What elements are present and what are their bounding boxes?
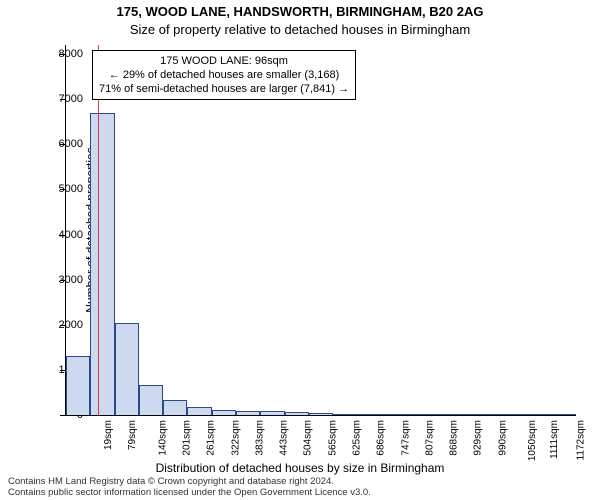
bars-layer — [66, 45, 576, 415]
bar — [552, 414, 576, 415]
x-tick-label: 990sqm — [498, 420, 508, 456]
x-tick-label: 565sqm — [328, 420, 338, 456]
bar — [90, 113, 114, 415]
bar — [406, 414, 430, 415]
x-tick-label: 807sqm — [425, 420, 435, 456]
x-tick-label: 140sqm — [158, 420, 168, 456]
x-axis-label: Distribution of detached houses by size … — [0, 461, 600, 475]
x-tick-label: 747sqm — [401, 420, 411, 456]
bar — [163, 400, 187, 415]
x-tick-label: 383sqm — [255, 420, 265, 456]
bar — [503, 414, 527, 415]
highlight-line — [98, 45, 99, 415]
bar — [333, 414, 357, 415]
title-line1: 175, WOOD LANE, HANDSWORTH, BIRMINGHAM, … — [0, 4, 600, 19]
infobox-line2: ← 29% of detached houses are smaller (3,… — [99, 68, 349, 82]
bar — [115, 323, 139, 416]
x-tick-label: 19sqm — [104, 420, 114, 450]
x-tick-label: 868sqm — [450, 420, 460, 456]
footer-line1: Contains HM Land Registry data © Crown c… — [8, 476, 371, 487]
x-tick-label: 79sqm — [128, 420, 138, 450]
bar — [66, 356, 90, 415]
bar — [187, 407, 211, 415]
infobox-line1: 175 WOOD LANE: 96sqm — [99, 54, 349, 68]
bar — [309, 413, 333, 415]
chart-container: 175, WOOD LANE, HANDSWORTH, BIRMINGHAM, … — [0, 0, 600, 500]
x-tick-label: 443sqm — [280, 420, 290, 456]
bar — [527, 414, 551, 415]
bar — [236, 411, 260, 415]
bar — [479, 414, 503, 415]
footer-line2: Contains public sector information licen… — [8, 487, 371, 498]
bar — [285, 412, 309, 415]
infobox-line3: 71% of semi-detached houses are larger (… — [99, 82, 349, 96]
x-tick-label: 201sqm — [183, 420, 193, 456]
x-tick-label: 1050sqm — [528, 420, 538, 461]
bar — [212, 410, 236, 415]
x-tick-label: 1172sqm — [576, 420, 586, 460]
info-box: 175 WOOD LANE: 96sqm ← 29% of detached h… — [92, 50, 356, 100]
x-tick-label: 625sqm — [353, 420, 363, 456]
plot-area — [65, 45, 576, 416]
x-tick-label: 929sqm — [474, 420, 484, 456]
bar — [382, 414, 406, 415]
bar — [455, 414, 479, 415]
bar — [260, 411, 284, 415]
x-tick-label: 261sqm — [207, 420, 217, 456]
footer: Contains HM Land Registry data © Crown c… — [8, 476, 371, 498]
x-tick-label: 686sqm — [377, 420, 387, 456]
x-tick-label: 504sqm — [304, 420, 314, 456]
x-tick-label: 1111sqm — [550, 420, 560, 459]
bar — [357, 414, 381, 415]
bar — [430, 414, 454, 415]
title-line2: Size of property relative to detached ho… — [0, 22, 600, 37]
bar — [139, 385, 163, 415]
x-tick-label: 322sqm — [231, 420, 241, 456]
